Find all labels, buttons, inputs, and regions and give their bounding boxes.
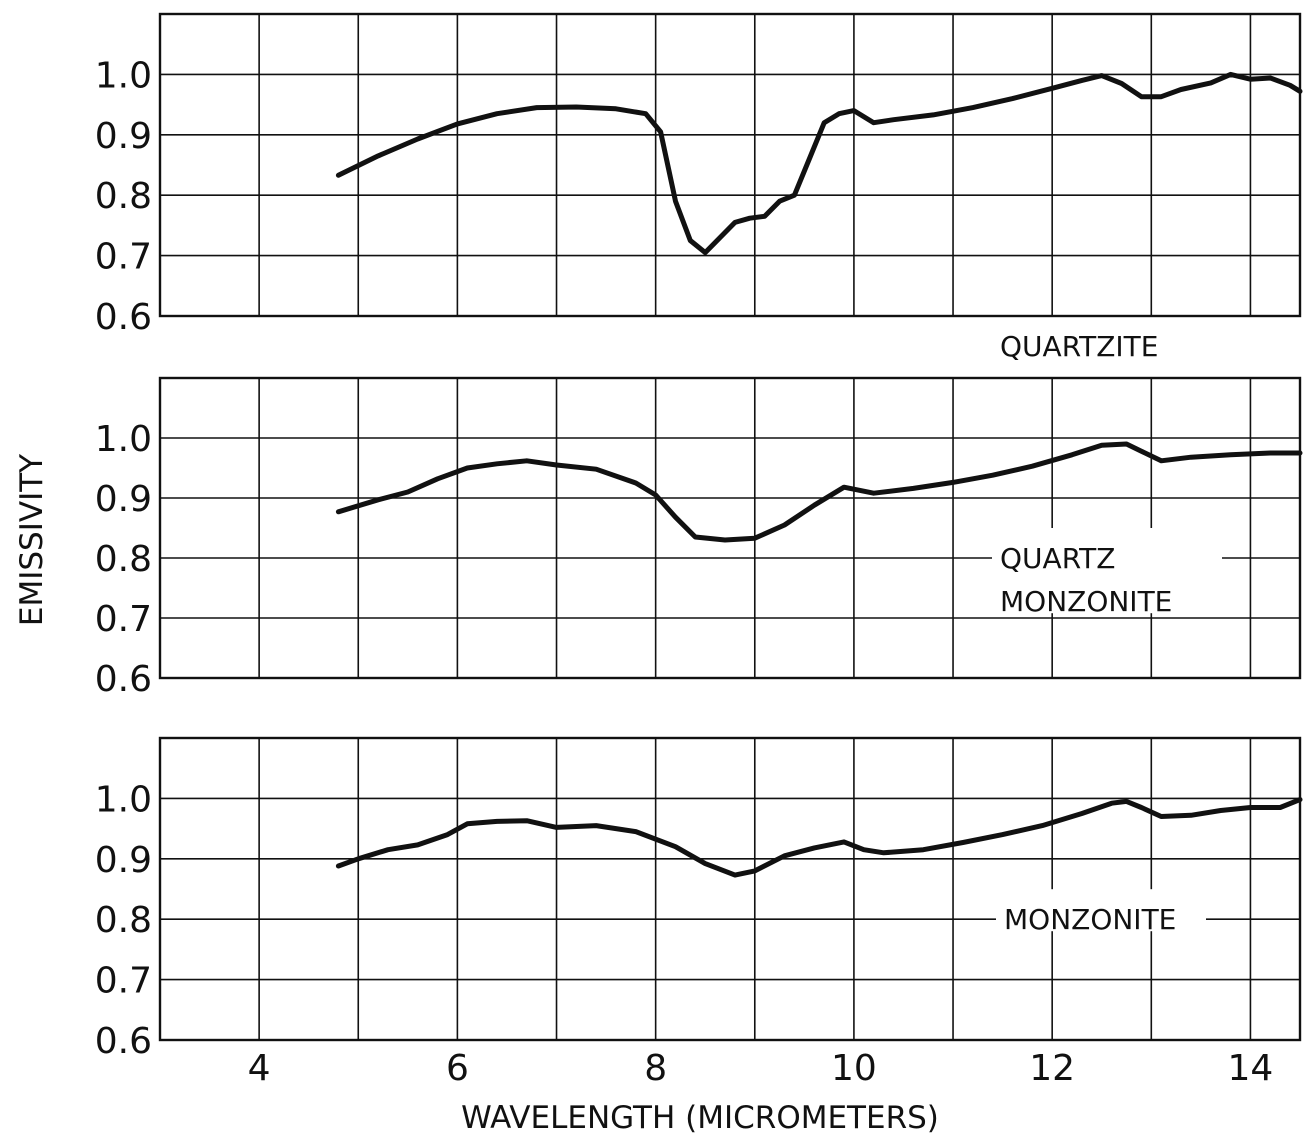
x-tick-label: 10	[831, 1048, 877, 1089]
y-tick-label: 0.9	[95, 479, 152, 520]
x-axis-title: WAVELENGTH (MICROMETERS)	[461, 1100, 939, 1136]
x-axis-tick-labels: 4 6 8 10 12 14	[248, 1048, 1274, 1089]
series-line-quartzite	[335, 71, 1303, 256]
panel-2: 0.6 0.7 0.8 0.9 1.0 QUARTZ MONZONITE	[95, 376, 1303, 700]
panel-frame	[158, 736, 1302, 1042]
x-tick-label: 6	[446, 1048, 469, 1089]
label-background	[992, 316, 1202, 359]
y-tick-label: 0.8	[95, 176, 152, 217]
chart-panels: 0.6 0.7 0.8 0.9 1.0 QUARTZITE 0.6 0.7 0.8 0.9 1.0 Q…	[95, 12, 1303, 1062]
x-tick-label: 12	[1029, 1048, 1075, 1089]
y-tick-label: 0.7	[95, 599, 152, 640]
series-line-monzonite	[335, 797, 1303, 878]
y-tick-label: 1.0	[95, 779, 152, 820]
panel-frame	[158, 376, 1302, 680]
y-tick-label: 0.9	[95, 840, 152, 881]
label-background	[996, 889, 1206, 932]
y-tick-label: 1.0	[95, 419, 152, 460]
panel-label: MONZONITE	[1000, 585, 1172, 618]
y-tick-label: 0.6	[95, 297, 152, 338]
y-tick-label: 0.6	[95, 1021, 152, 1062]
y-tick-label: 1.0	[95, 55, 152, 96]
panel-3: 0.6 0.7 0.8 0.9 1.0 MONZONITE	[95, 736, 1303, 1062]
y-tick-label: 0.8	[95, 539, 152, 580]
label-background	[992, 528, 1222, 614]
y-tick-label: 0.6	[95, 659, 152, 700]
y-tick-label: 0.9	[95, 116, 152, 157]
y-tick-label: 0.8	[95, 900, 152, 941]
panel-label: QUARTZ	[1000, 542, 1115, 575]
panel-frame	[158, 12, 1302, 318]
panel-1: 0.6 0.7 0.8 0.9 1.0 QUARTZITE	[95, 12, 1303, 363]
y-tick-label: 0.7	[95, 961, 152, 1002]
panel-label: MONZONITE	[1004, 903, 1176, 936]
series-line-quartz-monzonite	[335, 441, 1303, 543]
x-tick-label: 8	[644, 1048, 667, 1089]
x-tick-label: 14	[1228, 1048, 1274, 1089]
y-tick-label: 0.7	[95, 237, 152, 278]
y-axis-title: EMISSIVITY	[14, 454, 50, 626]
x-tick-label: 4	[248, 1048, 271, 1089]
panel-label: QUARTZITE	[1000, 330, 1158, 363]
